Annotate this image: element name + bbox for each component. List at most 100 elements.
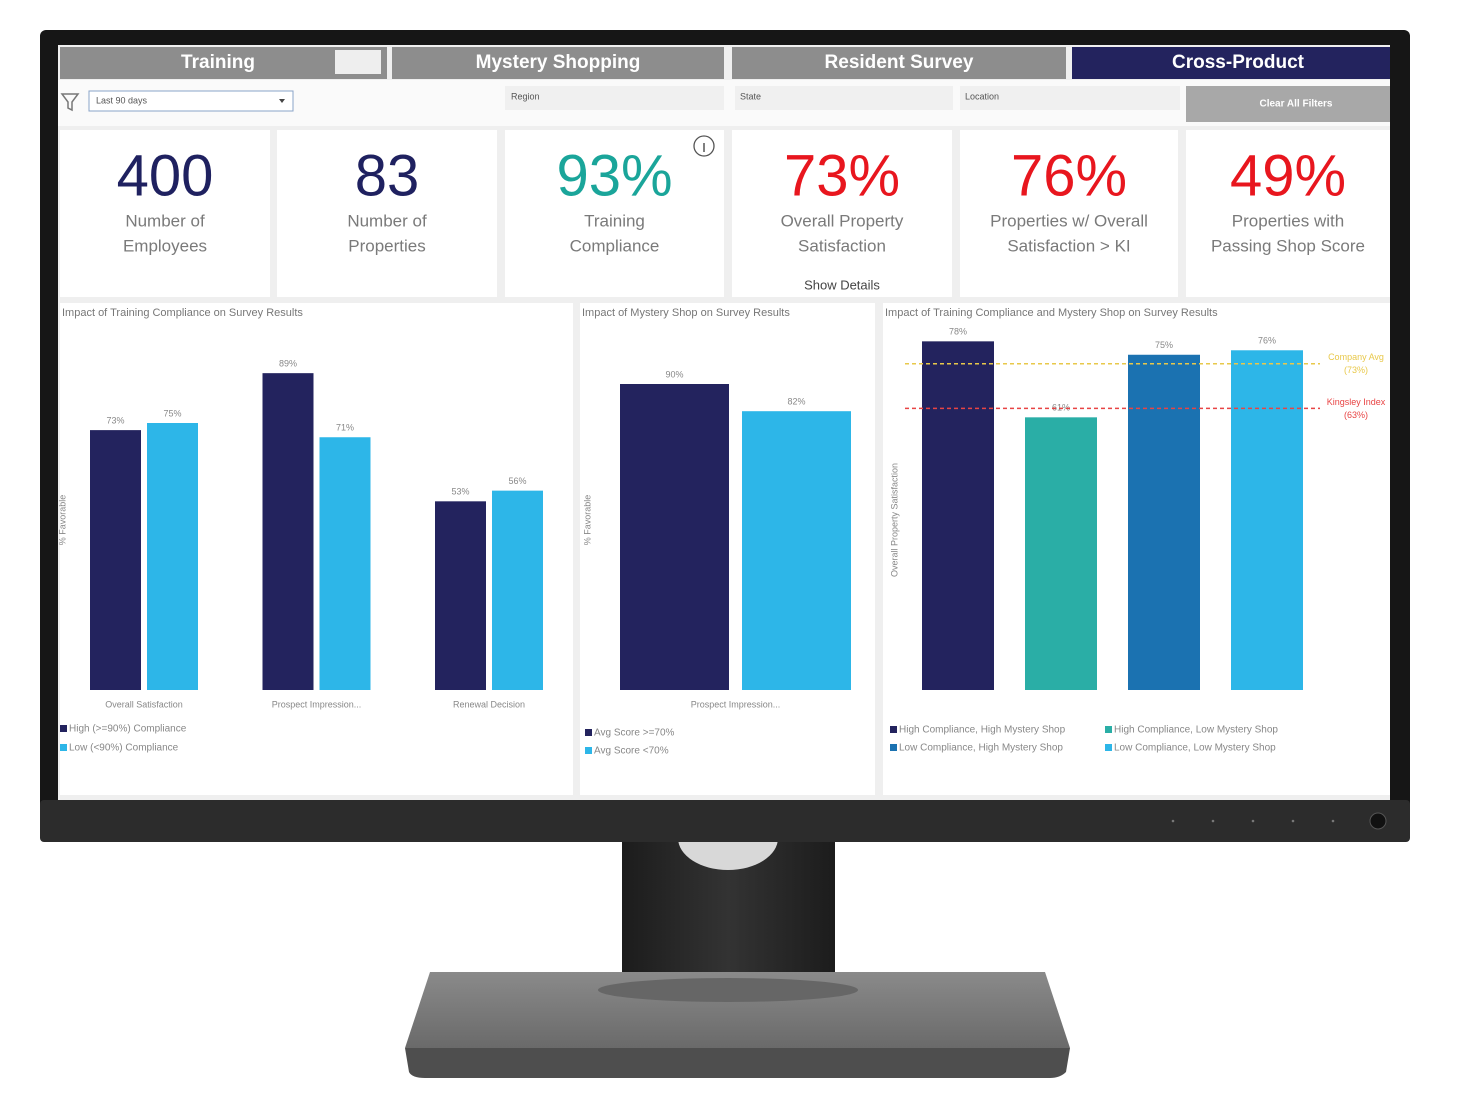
tab-label: Cross-Product [1172, 52, 1305, 73]
kpi-label: Overall Property [781, 211, 904, 230]
kpi-label: Number of [347, 211, 427, 230]
kpi-card [505, 130, 724, 297]
data-label: 90% [665, 369, 683, 379]
kpi-label: Training [584, 211, 645, 230]
bezel-dots [1171, 819, 1335, 823]
kpi-label: Properties w/ Overall [990, 211, 1148, 230]
y-axis-label: % Favorable [57, 495, 67, 546]
tab[interactable] [732, 47, 1066, 79]
bar [262, 373, 314, 690]
chart-title: Impact of Mystery Shop on Survey Results [582, 307, 790, 319]
stand-neck [622, 835, 835, 995]
bar [620, 384, 729, 690]
bar [319, 437, 371, 690]
power-button[interactable] [1369, 812, 1387, 830]
chart-title: Impact of Training Compliance and Myster… [885, 307, 1218, 319]
data-label: 82% [787, 397, 805, 407]
legend-swatch [60, 744, 67, 751]
button-label: Clear All Filters [1260, 99, 1333, 110]
tab[interactable] [60, 47, 387, 79]
data-label: 89% [279, 359, 297, 369]
kpi-label: Satisfaction [798, 236, 886, 255]
legend-label: Avg Score <70% [594, 746, 669, 757]
expand-icon[interactable] [335, 50, 381, 74]
legend-label: Low Compliance, Low Mystery Shop [1114, 743, 1276, 754]
legend-swatch [585, 729, 592, 736]
legend-label: High Compliance, Low Mystery Shop [1114, 725, 1278, 736]
dropdown-text: Last 90 days [96, 95, 148, 105]
kpi-value: 93% [556, 143, 672, 208]
clear-filters-button[interactable] [1186, 86, 1390, 122]
kpi-value: 73% [784, 143, 900, 208]
y-axis-label: % Favorable [582, 495, 592, 546]
show-details-link[interactable]: Show Details [804, 277, 880, 292]
data-label: 75% [163, 408, 181, 418]
data-label: 53% [451, 487, 469, 497]
dropdown-arrow [279, 99, 285, 103]
legend-swatch [585, 747, 592, 754]
kpi-label: Passing Shop Score [1211, 236, 1365, 255]
stand-hole [678, 838, 778, 870]
chart-title: Impact of Training Compliance on Survey … [62, 307, 303, 319]
kpi-label: Number of [125, 211, 205, 230]
info-icon [693, 135, 715, 157]
x-tick-label: Prospect Impression... [691, 699, 781, 709]
legend-swatch [60, 725, 67, 732]
stand-base [405, 972, 1070, 1048]
data-label: 76% [1258, 336, 1276, 346]
data-label: 75% [1155, 340, 1173, 350]
legend-label: High (>=90%) Compliance [69, 724, 187, 735]
data-label: 73% [106, 415, 124, 425]
reference-label: Kingsley Index [1327, 397, 1386, 407]
data-label: 78% [949, 327, 967, 337]
kpi-label: Properties with [1232, 211, 1344, 230]
kpi-value: 49% [1230, 143, 1346, 208]
y-axis-label: Overall Property Satisfaction [889, 463, 899, 577]
legend-swatch [1105, 744, 1112, 751]
base-mount [598, 978, 858, 1002]
tab-label: Mystery Shopping [476, 52, 641, 73]
kpi-card [960, 130, 1178, 297]
kpi-label: Satisfaction > KI [1007, 236, 1130, 255]
tab[interactable] [392, 47, 724, 79]
bar [742, 411, 851, 690]
kpi-value: 400 [117, 143, 214, 208]
kpi-card [1186, 130, 1390, 297]
x-tick-label: Prospect Impression... [272, 699, 362, 709]
kpi-card [60, 130, 270, 297]
bar [1025, 417, 1097, 690]
kpi-card [732, 130, 952, 297]
filter-label: Region [511, 91, 540, 101]
legend-swatch [890, 744, 897, 751]
region-filter[interactable] [505, 86, 724, 110]
reference-value: (63%) [1344, 410, 1368, 420]
x-tick-label: Overall Satisfaction [105, 699, 183, 709]
kpi-row: 400 Number of Employees 83 Number of Properti… [60, 130, 1390, 297]
tab-active[interactable] [1072, 47, 1390, 79]
kpi-label: Compliance [570, 236, 660, 255]
bar [435, 501, 486, 690]
chart-row: Impact of Training Compliance on Survey … [57, 303, 1390, 795]
reference-label: Company Avg [1328, 352, 1384, 362]
bar [90, 430, 141, 690]
period-dropdown[interactable] [88, 90, 294, 112]
data-label: 71% [336, 423, 354, 433]
kpi-label: Properties [348, 236, 425, 255]
filter-label: State [740, 91, 761, 101]
legend-swatch [1105, 726, 1112, 733]
bar [922, 341, 994, 690]
state-filter[interactable] [735, 86, 953, 110]
legend-label: Low (<90%) Compliance [69, 743, 179, 754]
bar [492, 490, 543, 690]
bar [1128, 354, 1200, 690]
legend-label: High Compliance, High Mystery Shop [899, 725, 1066, 736]
bar [147, 423, 198, 690]
kpi-value: 76% [1011, 143, 1127, 208]
filter-label: Location [965, 91, 999, 101]
kpi-value: 83 [355, 143, 420, 208]
bar [1231, 350, 1303, 690]
location-filter[interactable] [960, 86, 1180, 110]
kpi-card [277, 130, 497, 297]
base-edge [405, 1048, 1070, 1078]
